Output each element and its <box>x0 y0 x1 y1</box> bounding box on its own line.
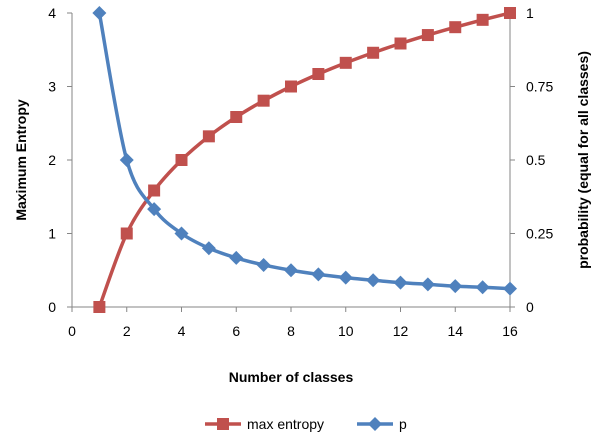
data-point <box>284 263 298 278</box>
data-point <box>338 270 353 285</box>
data-point <box>312 68 325 81</box>
data-point <box>201 241 216 256</box>
axes <box>67 12 515 312</box>
series-line <box>97 11 511 308</box>
y-axis-left-title: Maximum Entropy <box>13 99 29 221</box>
data-point <box>202 130 215 143</box>
x-tick-label: 14 <box>447 323 463 339</box>
y-axis-right-title: probability (equal for all classes) <box>575 51 591 269</box>
x-axis-title: Number of classes <box>229 369 354 385</box>
data-point <box>93 301 106 313</box>
x-tick-label: 8 <box>287 323 295 339</box>
series-line <box>97 12 511 291</box>
data-point <box>175 154 188 166</box>
legend-marker <box>217 418 229 430</box>
x-tick-label: 16 <box>502 323 518 339</box>
legend-item: p <box>357 416 407 432</box>
data-point <box>366 273 381 288</box>
legend-label: p <box>399 416 407 432</box>
data-point <box>174 226 189 241</box>
data-point <box>119 153 134 167</box>
data-point <box>421 29 434 42</box>
data-point <box>475 280 490 295</box>
data-point <box>92 6 107 20</box>
x-tick-label: 10 <box>338 323 354 339</box>
data-point <box>393 275 408 290</box>
data-point <box>420 277 435 292</box>
series-layer <box>92 6 517 313</box>
data-point <box>449 21 462 34</box>
data-point <box>229 250 244 265</box>
data-point <box>285 80 297 93</box>
data-point <box>256 257 271 272</box>
x-tick-label: 0 <box>68 323 76 339</box>
series-max-entropy <box>93 7 516 313</box>
data-point <box>257 94 270 107</box>
x-tick-label: 2 <box>123 323 131 339</box>
x-tick-label: 4 <box>178 323 186 339</box>
data-point <box>503 281 517 296</box>
data-point <box>476 13 489 26</box>
data-point <box>311 267 326 282</box>
data-point <box>120 227 133 240</box>
legend-marker <box>368 417 382 431</box>
x-tick-label: 12 <box>393 323 409 339</box>
y-right-tick-label: 1 <box>526 5 534 21</box>
y-left-tick-label: 4 <box>48 5 56 21</box>
y-right-tick-label: 0.5 <box>526 152 546 168</box>
data-point <box>230 111 243 124</box>
y-left-tick-label: 2 <box>48 152 56 168</box>
data-point <box>339 56 352 69</box>
legend-item: max entropy <box>205 416 324 432</box>
data-point <box>147 202 162 217</box>
y-left-tick-label: 1 <box>48 226 56 242</box>
y-right-tick-label: 0.25 <box>526 226 553 242</box>
data-point <box>367 46 380 59</box>
y-left-tick-label: 3 <box>48 79 56 95</box>
x-tick-label: 6 <box>232 323 240 339</box>
legend: max entropy p <box>205 416 407 432</box>
data-point <box>394 37 407 50</box>
y-right-tick-label: 0.75 <box>526 79 553 95</box>
data-point <box>504 7 516 19</box>
legend-label: max entropy <box>247 416 324 432</box>
data-point <box>448 279 463 294</box>
y-left-tick-label: 0 <box>48 299 56 315</box>
series-p <box>92 6 517 296</box>
data-point <box>148 184 161 197</box>
y-right-tick-label: 0 <box>526 299 534 315</box>
